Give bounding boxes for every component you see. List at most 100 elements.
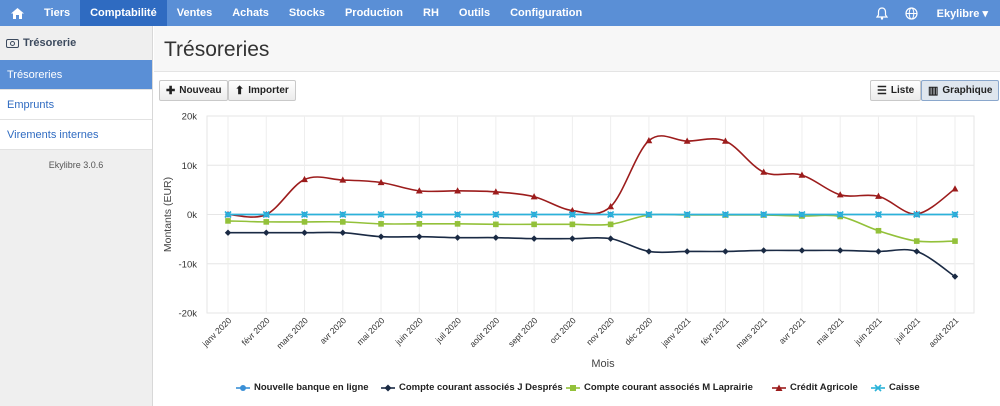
data-point-compte-courant-associes-j-despres (492, 234, 500, 241)
chart-button-label: Graphique (942, 85, 993, 96)
data-point-compte-courant-associes-m-laprairie (339, 219, 346, 225)
data-point-caisse (415, 210, 423, 219)
data-point-compte-courant-associes-m-laprairie (569, 221, 576, 228)
sidebar-item-emprunts[interactable]: Emprunts (0, 90, 152, 120)
data-point-credit-agricole (760, 168, 768, 175)
x-axis-title: Mois (591, 358, 615, 370)
data-point-credit-agricole (875, 192, 882, 199)
data-point-credit-agricole (377, 178, 385, 186)
data-point-credit-agricole (836, 191, 844, 198)
data-point-caisse (300, 210, 309, 219)
import-button-label: Importer (248, 85, 289, 96)
data-point-compte-courant-associes-m-laprairie (378, 221, 384, 227)
legend-label: Crédit Agricole (790, 382, 858, 393)
nav-outils[interactable]: Outils (458, 7, 491, 19)
x-tick-label: déc 2020 (623, 315, 655, 347)
data-point-compte-courant-associes-j-despres (722, 248, 729, 255)
data-point-credit-agricole (607, 203, 615, 210)
x-tick-label: févr 2021 (699, 315, 731, 347)
data-point-caisse (224, 210, 232, 219)
data-point-compte-courant-associes-j-despres (301, 229, 308, 236)
data-point-compte-courant-associes-j-despres (837, 247, 844, 254)
data-point-compte-courant-associes-m-laprairie (263, 219, 270, 225)
list-view-button[interactable]: ☰ Liste (870, 80, 922, 101)
bell-icon[interactable] (867, 0, 897, 26)
y-tick-label: 20k (182, 112, 198, 123)
data-point-compte-courant-associes-j-despres (798, 247, 806, 254)
sidebar-item-virements-internes[interactable]: Virements internes (0, 120, 152, 150)
x-tick-label: mars 2020 (274, 315, 310, 351)
nav-ventes[interactable]: Ventes (176, 7, 213, 19)
nav-comptabilite[interactable]: Comptabilité (80, 0, 167, 26)
x-tick-label: janv 2020 (200, 315, 234, 349)
data-point-compte-courant-associes-m-laprairie (531, 221, 537, 228)
data-point-credit-agricole (645, 137, 653, 144)
chart-view-button[interactable]: ▥ Graphique (921, 80, 1000, 101)
user-menu[interactable]: Ekylibre ▾ (936, 7, 988, 20)
x-tick-label: juin 2020 (393, 315, 425, 347)
globe-icon[interactable] (897, 0, 927, 26)
data-point-caisse (645, 210, 653, 219)
data-point-credit-agricole (492, 188, 500, 195)
legend-item[interactable]: Nouvelle banque en ligne (236, 382, 369, 393)
sidebar-title: Trésorerie (23, 37, 77, 49)
data-point-caisse (836, 210, 844, 219)
upload-icon: ⬆ (235, 85, 245, 97)
x-tick-label: août 2020 (467, 315, 501, 349)
x-tick-label: juil 2020 (433, 315, 463, 345)
data-point-caisse (721, 210, 729, 219)
nav-configuration[interactable]: Configuration (510, 7, 583, 19)
data-point-caisse (492, 210, 500, 219)
cash-icon (6, 38, 19, 48)
legend-marker-icon (236, 384, 250, 391)
data-point-caisse (339, 210, 347, 219)
x-tick-label: avr 2021 (777, 315, 808, 346)
sidebar: Trésorerie Trésoreries Emprunts Virement… (0, 26, 153, 406)
data-point-compte-courant-associes-m-laprairie (225, 218, 231, 224)
legend-item[interactable]: Crédit Agricole (772, 382, 858, 393)
bar-chart-icon: ▥ (928, 85, 939, 97)
new-button[interactable]: ✚ Nouveau (159, 80, 229, 101)
legend-marker-icon (772, 384, 786, 391)
legend-item[interactable]: Compte courant associés J Després (381, 382, 563, 393)
data-point-compte-courant-associes-j-despres (683, 248, 691, 255)
list-button-label: Liste (890, 85, 915, 96)
data-point-compte-courant-associes-m-laprairie (913, 238, 920, 244)
x-tick-label: juin 2021 (852, 315, 884, 347)
data-point-caisse (262, 210, 270, 219)
page-title: Trésoreries (164, 38, 270, 61)
x-tick-label: juil 2021 (892, 315, 922, 345)
data-point-compte-courant-associes-j-despres (416, 233, 423, 240)
data-point-credit-agricole (798, 171, 806, 178)
sidebar-item-tresoreries[interactable]: Trésoreries (0, 60, 152, 90)
data-point-caisse (530, 210, 538, 219)
data-point-credit-agricole (301, 175, 308, 183)
nav-stocks[interactable]: Stocks (288, 7, 325, 19)
legend-label: Compte courant associés M Laprairie (584, 382, 753, 393)
data-point-caisse (377, 210, 385, 219)
data-point-compte-courant-associes-m-laprairie (454, 221, 461, 227)
legend-label: Caisse (889, 382, 920, 393)
data-point-credit-agricole (683, 137, 691, 144)
nav-production[interactable]: Production (344, 7, 404, 19)
nav-tiers[interactable]: Tiers (44, 7, 71, 19)
page-header: Trésoreries (154, 26, 1000, 72)
data-point-caisse (454, 210, 462, 219)
data-point-compte-courant-associes-j-despres (760, 247, 767, 254)
y-tick-label: -20k (179, 309, 198, 320)
import-button[interactable]: ⬆ Importer (228, 80, 296, 101)
plus-icon: ✚ (166, 85, 176, 97)
legend-item[interactable]: Caisse (871, 382, 920, 393)
data-point-credit-agricole (454, 187, 461, 194)
data-point-compte-courant-associes-j-despres (951, 273, 959, 280)
nav-rh[interactable]: RH (423, 7, 439, 19)
data-point-caisse (683, 210, 691, 219)
nav-achats[interactable]: Achats (232, 7, 269, 19)
home-icon[interactable] (0, 0, 34, 26)
app-version: Ekylibre 3.0.6 (48, 160, 104, 170)
legend-item[interactable]: Compte courant associés M Laprairie (566, 382, 753, 393)
x-tick-label: août 2021 (927, 315, 961, 349)
data-point-caisse (760, 210, 768, 219)
data-point-compte-courant-associes-m-laprairie (952, 238, 958, 244)
